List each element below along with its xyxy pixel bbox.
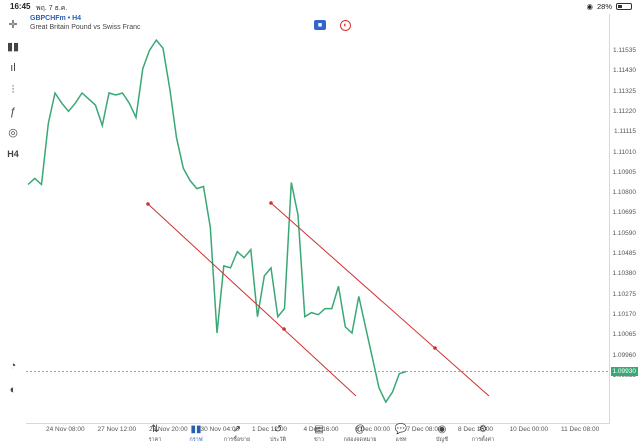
trendline-anchor — [433, 346, 437, 350]
nav-item-3[interactable]: ↺ ประวัติ — [256, 425, 300, 444]
nav-icon: 💬 — [394, 424, 408, 435]
price-tick-label: 1.10590 — [612, 229, 637, 237]
indicators-icon[interactable]: ıl — [10, 62, 16, 74]
signal-icon[interactable]: ◐ — [9, 384, 17, 396]
symbol-description: Great Britain Pound vs Swiss Franc — [30, 24, 141, 31]
nav-icon: @ — [354, 424, 366, 435]
price-tick-label: 1.10800 — [612, 189, 637, 197]
trade-badge-icon[interactable]: ■ — [314, 20, 326, 30]
trendline-anchor — [269, 201, 273, 205]
time-tick-label: 4 Dec 16:00 — [303, 426, 339, 433]
battery-fill — [618, 5, 622, 8]
status-time: 16:45 — [10, 2, 31, 11]
price-tick-label: 1.11325 — [612, 87, 636, 95]
nav-label: กล่องจดหมาย — [343, 437, 377, 443]
status-right: ◉ 28% — [586, 2, 632, 11]
nav-item-2[interactable]: ↗ การซื้อขาย — [215, 425, 259, 444]
trendline-anchor — [282, 327, 286, 331]
shapes-icon[interactable]: ◎ — [8, 126, 18, 139]
price-tick-label: 1.11010 — [612, 148, 636, 156]
nav-label: กราฟ — [189, 437, 203, 443]
time-tick-label: 27 Nov 12:00 — [97, 426, 137, 433]
price-line — [27, 38, 407, 404]
time-tick-label: 7 Dec 08:00 — [406, 426, 442, 433]
signal-badge-icon[interactable]: ◐ — [340, 20, 351, 31]
trendline-1 — [147, 203, 357, 397]
sliders-icon[interactable]: ⫶ — [11, 83, 15, 96]
nav-label: แชท — [395, 437, 407, 443]
current-price-tag: 1.09930 — [610, 366, 638, 376]
nav-icon: ◉ — [437, 424, 447, 435]
status-date: พฤ. 7 ธ.ค. — [36, 5, 68, 12]
time-tick-label: 30 Nov 04:00 — [200, 426, 240, 433]
bottom-nav: ⇅ ราคา ▮▮ กราฟ ↗ การซื้อขาย ↺ ประวัติ ▤ ข่าว @ กล่อ… — [0, 425, 640, 447]
nav-icon: ↗ — [232, 424, 242, 435]
time-tick-label: 1 Dec 12:00 — [252, 426, 288, 433]
price-tick-label: 1.11115 — [613, 128, 636, 136]
price-tick-label: 1.11220 — [612, 107, 636, 115]
wifi-icon: ◉ — [586, 2, 593, 11]
chart-area[interactable] — [26, 14, 610, 424]
nav-item-7[interactable]: ◉ บัญชี — [420, 425, 464, 444]
chart-header: GBPCHFm • H4 Great Britain Pound vs Swis… — [30, 14, 141, 32]
nav-label: ประวัติ — [269, 437, 287, 443]
nav-icon: ▤ — [314, 424, 324, 435]
battery-icon — [616, 3, 632, 10]
price-tick-label: 1.10275 — [612, 290, 637, 298]
price-tick-label: 1.11535 — [612, 47, 636, 54]
nav-item-4[interactable]: ▤ ข่าว — [297, 425, 341, 444]
nav-icon: ▮▮ — [190, 424, 202, 435]
nav-item-1[interactable]: ▮▮ กราฟ — [174, 425, 218, 444]
nav-label: ราคา — [148, 437, 162, 443]
trendline-anchor — [146, 202, 150, 206]
left-toolbar: ✛ ▮▮ ıl ⫶ ƒ ◎ H4 ◔ ◐ — [0, 14, 26, 424]
trendline-2 — [270, 202, 490, 397]
price-tick-label: 1.11430 — [612, 67, 636, 75]
nav-label: การซื้อขาย — [223, 437, 251, 443]
time-tick-label: 11 Dec 08:00 — [561, 426, 600, 433]
nav-icon: ⚙ — [478, 424, 488, 435]
price-tick-label: 1.10170 — [612, 310, 637, 318]
time-tick-label: 6 Dec 00:00 — [355, 426, 391, 433]
time-tick-label: 10 Dec 00:00 — [509, 426, 549, 433]
price-tick-label: 1.10065 — [612, 331, 637, 339]
price-tick-label: 1.10485 — [612, 250, 637, 257]
battery-percent: 28% — [596, 2, 612, 11]
time-tick-label: 24 Nov 08:00 — [46, 426, 85, 433]
function-icon[interactable]: ƒ — [9, 106, 17, 118]
nav-icon: ⇅ — [150, 424, 160, 435]
nav-label: บัญชี — [436, 437, 448, 443]
price-tick-label: 1.10380 — [612, 270, 637, 278]
nav-item-6[interactable]: 💬 แชท — [379, 425, 423, 444]
time-tick-label: 28 Nov 20:00 — [149, 426, 188, 433]
symbol-label: GBPCHFm • H4 — [30, 15, 82, 22]
candles-icon[interactable]: ▮▮ — [6, 40, 20, 53]
nav-item-8[interactable]: ⚙ การตั้งค่า — [461, 425, 505, 444]
nav-label: ข่าว — [314, 437, 324, 443]
price-tick-label: 1.10905 — [612, 168, 637, 176]
price-tick-label: 1.10695 — [612, 209, 637, 217]
status-bar: 16:45 พฤ. 7 ธ.ค. ◉ 28% — [0, 0, 640, 14]
nav-label: การตั้งค่า — [471, 437, 495, 443]
price-chart[interactable] — [26, 14, 610, 424]
nav-icon: ↺ — [273, 424, 283, 435]
nav-item-5[interactable]: @ กล่องจดหมาย — [338, 425, 382, 444]
price-tick-label: 1.09960 — [612, 351, 637, 359]
chart-settings-icon[interactable]: ◔ — [9, 360, 17, 372]
nav-item-0[interactable]: ⇅ ราคา — [133, 425, 177, 444]
time-tick-label: 8 Dec 16:00 — [458, 426, 494, 433]
timeframe-button[interactable]: H4 — [7, 149, 19, 159]
crosshair-icon[interactable]: ✛ — [8, 18, 18, 31]
